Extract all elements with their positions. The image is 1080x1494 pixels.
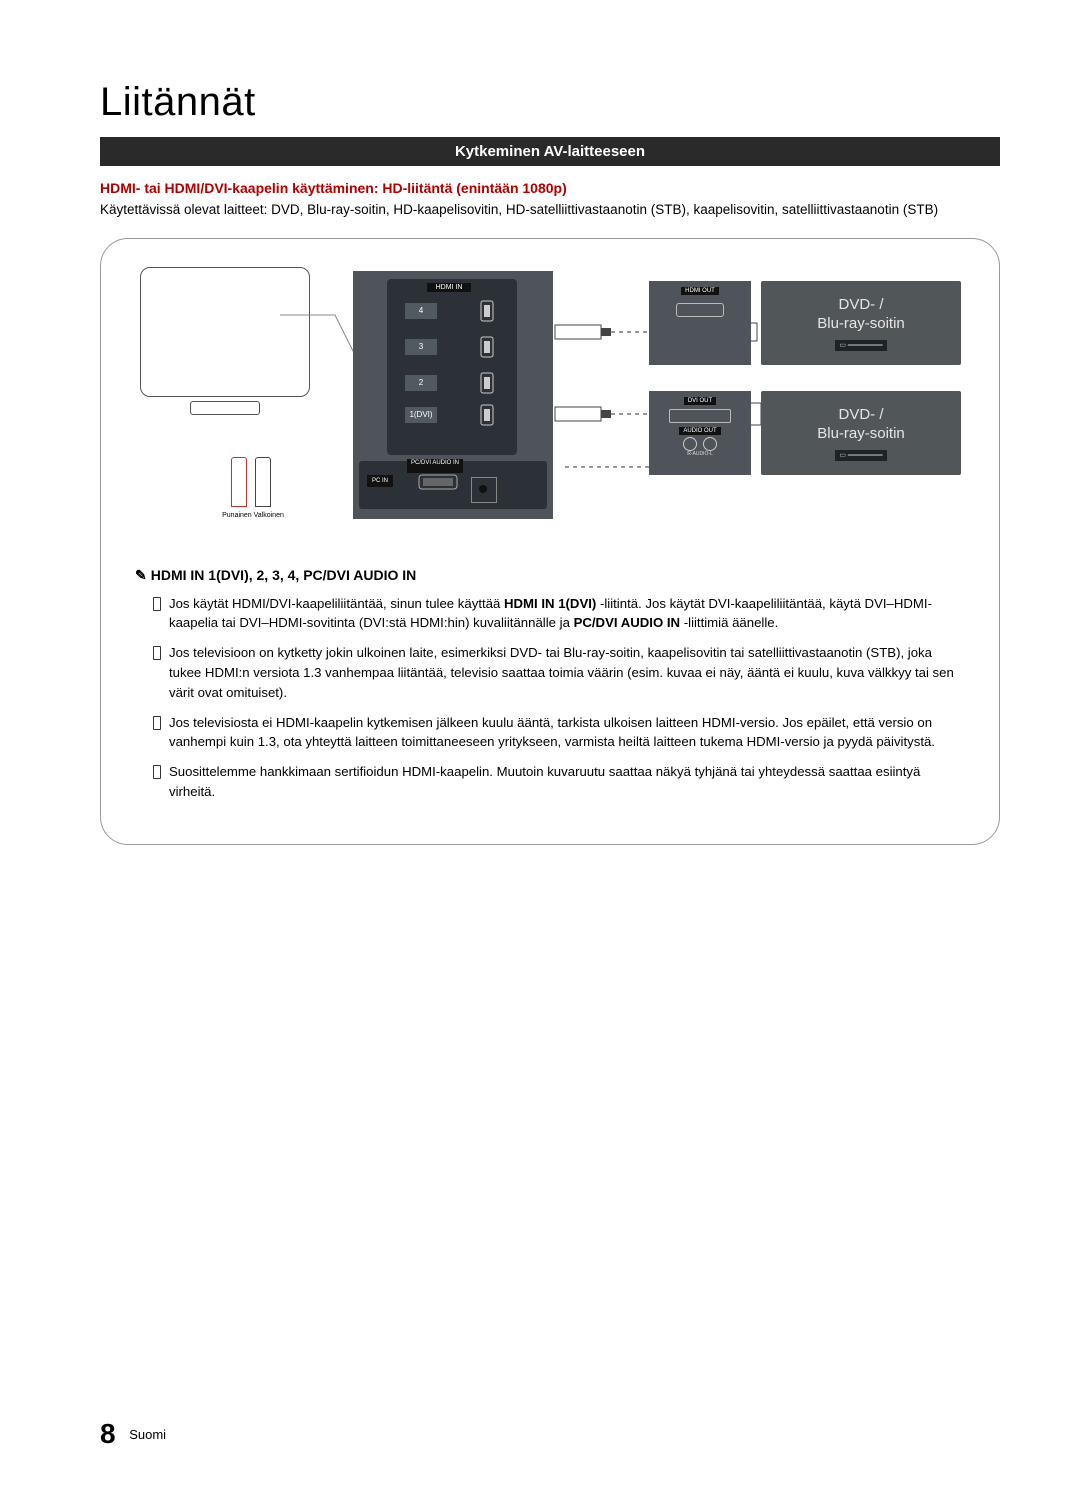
port-4-label: 4 <box>405 303 437 319</box>
device1-line1: DVD- / <box>761 295 961 315</box>
page-footer: 8 Suomi <box>100 1418 166 1450</box>
pc-dvi-audio-block: PC IN PC/DVI AUDIO IN <box>359 461 547 509</box>
note-icon: ✎ <box>135 567 147 584</box>
device-dvd-bluray-1: DVD- / Blu-ray-soitin ▭ ═══════ <box>761 281 961 365</box>
port-1dvi-label: 1(DVI) <box>405 407 437 423</box>
hdmi-out-port: HDMI OUT <box>649 281 751 365</box>
dvi-out-label: DVI OUT <box>684 397 716 405</box>
note-item: Jos televisioon on kytketty jokin ulkoin… <box>169 643 965 702</box>
device1-drawer-icon: ▭ ═══════ <box>835 340 886 351</box>
device1-line2: Blu-ray-soitin <box>761 314 961 334</box>
device2-line1: DVD- / <box>761 405 961 425</box>
panel-header: HDMI IN <box>427 283 471 292</box>
hdmi-port-panel: HDMI IN 4 3 2 1(DVI) PC IN PC/DVI AUDIO … <box>353 271 553 519</box>
audio-in-label: PC/DVI AUDIO IN <box>407 459 463 473</box>
hdmi-jack-icon <box>479 403 495 427</box>
notes-list: Jos käytät HDMI/DVI-kaapeliliitäntää, si… <box>135 594 965 802</box>
section-banner: Kytkeminen AV-laitteeseen <box>100 137 1000 166</box>
diagram-container: HDMI IN 4 3 2 1(DVI) PC IN PC/DVI AUDIO … <box>100 238 1000 845</box>
note-item: Jos käytät HDMI/DVI-kaapeliliitäntää, si… <box>169 594 965 634</box>
audio-plugs-icon: Punainen Valkoinen <box>225 457 281 517</box>
connection-diagram: HDMI IN 4 3 2 1(DVI) PC IN PC/DVI AUDIO … <box>135 267 965 547</box>
hdmi-jack-icon <box>479 299 495 323</box>
intro-text: Käytettävissä olevat laitteet: DVD, Blu-… <box>100 200 1000 220</box>
audio-out-label: AUDIO OUT <box>679 427 720 435</box>
subheading: HDMI- tai HDMI/DVI-kaapelin käyttäminen:… <box>100 180 1000 196</box>
pc-in-label: PC IN <box>367 475 393 487</box>
footer-language: Suomi <box>129 1427 166 1442</box>
hdmi-jack-icon <box>479 335 495 359</box>
hdmi-out-label: HDMI OUT <box>681 287 719 295</box>
port-2-label: 2 <box>405 375 437 391</box>
dvi-out-port: DVI OUT AUDIO OUT R-AUDIO-L <box>649 391 751 475</box>
port-3-label: 3 <box>405 339 437 355</box>
notes-heading: ✎HDMI IN 1(DVI), 2, 3, 4, PC/DVI AUDIO I… <box>135 567 965 584</box>
hdmi-jack-icon <box>479 371 495 395</box>
page-title: Liitännät <box>100 80 1000 125</box>
device2-line2: Blu-ray-soitin <box>761 424 961 444</box>
note-item: Suosittelemme hankkimaan sertifioidun HD… <box>169 762 965 802</box>
page-number: 8 <box>100 1418 116 1449</box>
device2-drawer-icon: ▭ ═══════ <box>835 450 886 461</box>
r-audio-l-label: R-AUDIO-L <box>649 451 751 457</box>
note-item: Jos televisiosta ei HDMI-kaapelin kytkem… <box>169 713 965 753</box>
plug-color-labels: Punainen Valkoinen <box>221 512 285 519</box>
device-dvd-bluray-2: DVD- / Blu-ray-soitin ▭ ═══════ <box>761 391 961 475</box>
